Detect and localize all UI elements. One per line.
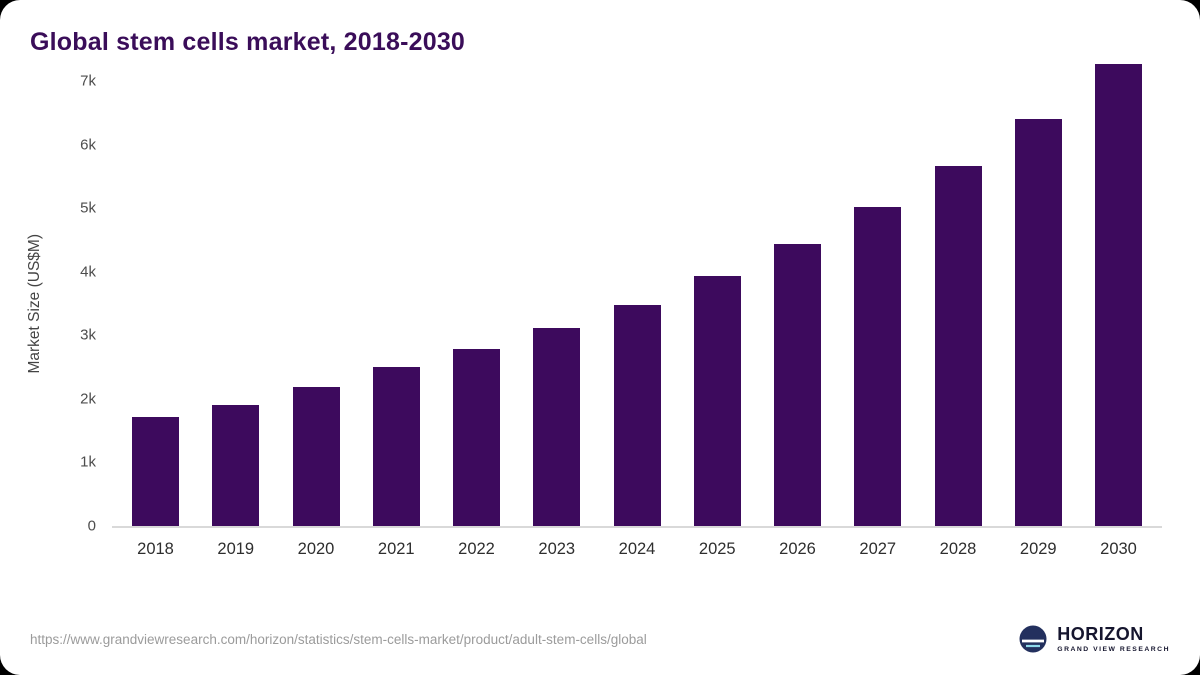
bar-2030 <box>1095 64 1142 526</box>
plot-area: 2018 2019 2020 2021 2022 2023 2024 2025 2026 2027… <box>80 64 1162 558</box>
brand-tagline: GRAND VIEW RESEARCH <box>1057 645 1170 653</box>
bar-column: 2025 <box>693 276 741 558</box>
bar-column: 2027 <box>854 206 902 558</box>
brand-text: HORIZON GRAND VIEW RESEARCH <box>1057 625 1170 653</box>
y-tick-label: 6k <box>80 136 96 154</box>
y-axis-title-column: Market Size (US$M) <box>26 81 56 526</box>
bar-column: 2019 <box>212 405 260 558</box>
x-tick-label: 2024 <box>618 540 656 558</box>
x-tick-label: 2018 <box>137 540 174 558</box>
bar-2024 <box>613 304 661 526</box>
x-tick-label: 2023 <box>538 540 576 558</box>
bar-chart: Market Size (US$M) 2018 2019 2020 2021 2022 2… <box>0 57 1200 558</box>
bar-2019 <box>212 405 260 526</box>
bar-column: 2028 <box>934 165 982 558</box>
source-url[interactable]: https://www.grandviewresearch.com/horizo… <box>30 631 647 647</box>
bar-column: 2022 <box>453 348 500 558</box>
x-tick-label: 2030 <box>1100 540 1137 558</box>
x-tick-label: 2019 <box>217 540 255 558</box>
y-tick-label: 7k <box>80 72 96 90</box>
bar-column: 2026 <box>774 244 821 558</box>
x-tick-label: 2027 <box>859 540 897 558</box>
brand-name: HORIZON <box>1057 623 1144 644</box>
bar-column: 2020 <box>292 386 340 558</box>
x-tick-label: 2025 <box>698 540 736 558</box>
y-tick-label: 1k <box>80 453 96 471</box>
bar-2022 <box>453 348 500 526</box>
bar-2021 <box>372 367 420 526</box>
chart-title: Global stem cells market, 2018-2030 <box>30 28 466 56</box>
y-tick-label: 2k <box>80 390 96 408</box>
brand-logo: HORIZON GRAND VIEW RESEARCH <box>1017 623 1170 655</box>
bar-column: 2030 <box>1095 64 1142 558</box>
y-tick-label: 0 <box>87 517 96 535</box>
bar-2028 <box>934 165 982 526</box>
bar-2023 <box>533 328 581 526</box>
y-tick-label: 3k <box>80 326 96 344</box>
bar-column: 2029 <box>1014 118 1062 558</box>
x-tick-label: 2022 <box>458 540 495 558</box>
x-tick-label: 2029 <box>1019 540 1057 558</box>
bar-2029 <box>1014 118 1062 526</box>
x-tick-label: 2028 <box>939 540 977 558</box>
footer: https://www.grandviewresearch.com/horizo… <box>30 623 1170 655</box>
bar-2020 <box>292 386 340 526</box>
y-tick-label: 4k <box>80 263 96 281</box>
x-tick-label: 2021 <box>377 540 415 558</box>
bar-column: 2023 <box>533 328 581 558</box>
x-tick-label: 2020 <box>297 540 335 558</box>
bar-column: 2021 <box>372 367 420 558</box>
y-tick-label: 5k <box>80 199 96 217</box>
bar-2018 <box>132 416 179 526</box>
bar-2026 <box>774 244 821 526</box>
bar-column: 2024 <box>613 304 661 558</box>
bar-2027 <box>854 206 902 526</box>
y-axis-title: Market Size (US$M) <box>26 233 43 374</box>
bars-container: 2018 2019 2020 2021 2022 2023 2024 2025 2026 2027… <box>112 64 1162 558</box>
horizon-logo-icon <box>1017 623 1049 655</box>
bar-column: 2018 <box>132 416 179 558</box>
bar-2025 <box>693 276 741 526</box>
x-tick-label: 2026 <box>779 540 816 558</box>
